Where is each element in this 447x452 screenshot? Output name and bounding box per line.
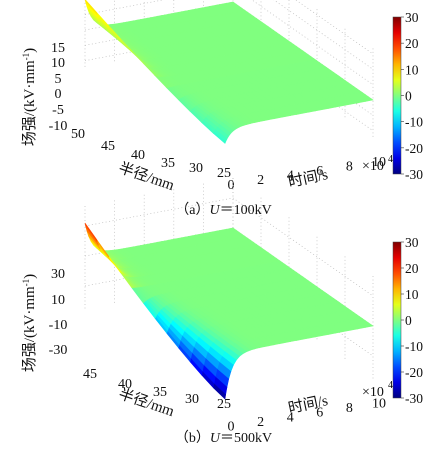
- caption-a: （a）U＝100kV: [0, 199, 447, 219]
- x-multiplier-a: ×10: [362, 159, 384, 174]
- x-tick-label-a: 0: [228, 178, 235, 193]
- surface-a: [84, 0, 374, 144]
- panel-b: 0 2 4 6 8 10 45 40 35 30 25 30 10 -10 -30 ×10 4 时间/s 半径/mm…: [0, 175, 447, 452]
- colorbar-tick-label-b: 30: [405, 235, 419, 250]
- z-tick-label-b: -10: [49, 318, 68, 333]
- y-tick-label-a: 35: [161, 156, 175, 171]
- z-axis-label-a: 场强/(kV·mm-1): [21, 48, 38, 146]
- y-axis-label-b: 半径/mm: [117, 385, 177, 420]
- ticks-b: 0 2 4 6 8 10 45 40 35 30 25 30 10 -10 -30: [49, 267, 386, 435]
- x-tick-label-b: 8: [346, 401, 353, 416]
- x-tick-label-b: 2: [257, 415, 264, 430]
- y-tick-label-a: 50: [71, 127, 85, 142]
- y-tick-label-b: 45: [83, 367, 97, 382]
- colorbar-tick-label-b: -10: [405, 339, 423, 354]
- z-tick-label-a: 10: [51, 56, 65, 71]
- z-tick-label-b: 10: [51, 293, 65, 308]
- colorbar-tick-label-b: 20: [405, 261, 419, 276]
- surface-b: [84, 222, 374, 400]
- z-tick-label-a: 5: [55, 72, 62, 87]
- y-tick-label-b: 40: [118, 377, 132, 392]
- colorbar-tick-label-a: -10: [405, 115, 423, 130]
- z-tick-label-b: 30: [51, 267, 65, 282]
- x-tick-label-b: 4: [287, 410, 294, 425]
- y-tick-label-b: 35: [153, 385, 167, 400]
- x-tick-label-b: 6: [316, 406, 323, 421]
- y-tick-label-b: 25: [217, 397, 231, 412]
- caption-a-var: U: [209, 203, 220, 218]
- colorbar-tick-label-a: 30: [405, 10, 419, 25]
- x-tick-label-a: 6: [316, 164, 323, 179]
- x-multiplier-sup-a: 4: [388, 154, 393, 165]
- x-tick-label-a: 8: [346, 159, 353, 174]
- z-tick-label-b: -30: [49, 343, 68, 358]
- caption-b-var: U: [209, 431, 220, 446]
- caption-b-prefix: （b）: [174, 431, 210, 446]
- z-tick-label-a: -10: [49, 119, 68, 134]
- colorbar-a: [392, 16, 402, 175]
- panel-a: 0 2 4 6 8 10 50 45 40 35 30 25 15 10 5 0 -5 -10 ×10 4 时间/s 半径…: [0, 0, 447, 219]
- z-tick-label-a: -5: [52, 103, 64, 118]
- z-axis-label-b: 场强/(kV·mm-1): [21, 274, 38, 372]
- colorbar-tick-label-b: 0: [405, 313, 412, 328]
- x-tick-label-b: 0: [228, 420, 235, 435]
- caption-a-value: 100kV: [233, 203, 272, 218]
- x-tick-label-a: 10: [372, 155, 386, 170]
- colorbar-tick-label-a: -30: [405, 167, 423, 182]
- caption-a-prefix: （a）: [175, 203, 210, 218]
- colorbar-tick-label-a: 10: [405, 62, 419, 77]
- caption-a-eq: ＝: [219, 203, 234, 218]
- x-multiplier-b: ×10: [362, 385, 384, 400]
- y-tick-label-a: 30: [189, 161, 203, 176]
- colorbar-tick-label-a: 20: [405, 36, 419, 51]
- x-multiplier-sup-b: 4: [388, 380, 393, 391]
- caption-b-eq: ＝: [220, 431, 234, 446]
- colorbar-tick-label-b: -30: [405, 391, 423, 406]
- caption-b-value: 500kV: [234, 431, 273, 446]
- colorbar-b: [392, 241, 402, 399]
- z-tick-label-a: 0: [55, 87, 62, 102]
- x-tick-label-a: 2: [257, 173, 264, 188]
- colorbar-tick-label-b: 10: [405, 287, 419, 302]
- y-tick-label-a: 45: [101, 139, 115, 154]
- y-tick-label-b: 30: [185, 392, 199, 407]
- y-tick-label-a: 25: [217, 166, 231, 181]
- z-tick-label-a: 15: [51, 41, 65, 56]
- caption-b: （b）U＝500kV: [0, 427, 447, 447]
- colorbar-tick-label-a: -20: [405, 141, 423, 156]
- x-tick-label-a: 4: [287, 169, 294, 184]
- x-tick-label-b: 10: [372, 397, 386, 412]
- colorbar-tick-label-a: 0: [405, 89, 412, 104]
- colorbar-tick-label-b: -20: [405, 365, 423, 380]
- y-tick-label-a: 40: [131, 148, 145, 163]
